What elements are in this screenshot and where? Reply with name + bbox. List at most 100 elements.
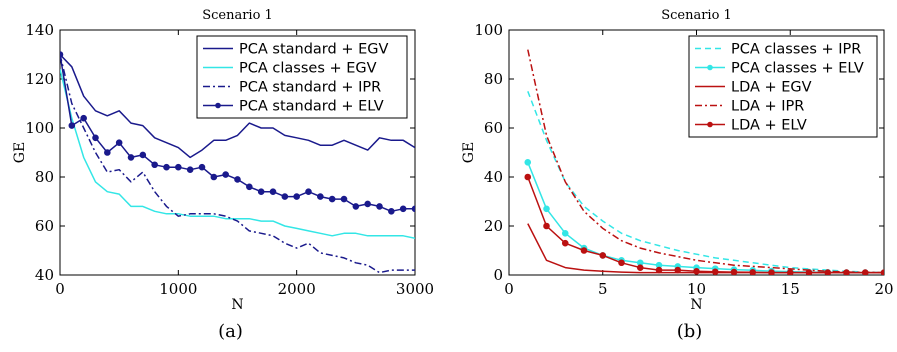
- data-point: [68, 122, 76, 129]
- legend-label: PCA classes + IPR: [731, 42, 861, 58]
- data-point: [305, 188, 312, 195]
- legend-label: PCA standard + IPR: [239, 80, 381, 96]
- series-line: [60, 54, 415, 274]
- y-axis-label: GE: [12, 142, 28, 163]
- data-point: [352, 203, 360, 210]
- legend-label: PCA classes + EGV: [239, 61, 377, 77]
- legend-swatch-marker: [707, 121, 713, 128]
- data-point: [80, 114, 87, 122]
- data-point: [234, 176, 241, 183]
- y-tick-label: 20: [484, 217, 503, 235]
- y-tick-label: 80: [35, 168, 54, 186]
- data-point: [561, 230, 569, 237]
- x-axis-label: N: [231, 297, 243, 313]
- y-tick-label: 140: [25, 21, 54, 39]
- data-point: [269, 188, 277, 195]
- x-tick-label: 0: [504, 280, 514, 298]
- data-point: [328, 195, 336, 203]
- series-pca-standard-egv: [60, 53, 415, 159]
- legend-label: PCA standard + EGV: [239, 42, 388, 58]
- data-point: [711, 268, 719, 275]
- data-point: [843, 269, 850, 275]
- data-point: [786, 269, 794, 275]
- data-point: [543, 222, 550, 230]
- data-point: [115, 139, 123, 146]
- legend-entry: LDA + IPR: [695, 99, 804, 115]
- series-line: [60, 53, 415, 159]
- data-point: [127, 154, 135, 161]
- data-point: [281, 193, 289, 200]
- y-tick-label: 120: [25, 70, 54, 88]
- series-pca-standard-elv: [60, 51, 415, 215]
- data-point: [749, 269, 757, 275]
- x-axis-label: N: [690, 297, 702, 313]
- data-point: [293, 193, 300, 200]
- data-point: [805, 269, 813, 275]
- data-point: [139, 151, 147, 159]
- series-line: [60, 69, 415, 240]
- data-point: [60, 51, 64, 58]
- y-tick-label: 0: [493, 266, 503, 284]
- data-point: [824, 269, 832, 275]
- data-point: [524, 173, 532, 181]
- legend-entry: PCA standard + IPR: [203, 80, 381, 96]
- data-point: [210, 173, 218, 181]
- data-point: [151, 161, 158, 169]
- data-point: [364, 200, 371, 208]
- data-point: [543, 205, 550, 213]
- data-point: [257, 188, 265, 195]
- legend-entry: PCA classes + EGV: [203, 61, 377, 77]
- x-tick-label: 3000: [396, 280, 434, 298]
- series-lda-elv: [524, 173, 884, 275]
- data-point: [693, 268, 700, 275]
- data-point: [399, 205, 407, 213]
- data-point: [376, 203, 383, 210]
- data-point: [524, 159, 532, 166]
- series-pca-classes-ipr: [527, 91, 884, 274]
- data-point: [186, 166, 194, 173]
- chart-panel-b: Scenario 1 0 5 10 15 20 0 20 40 60 80 100 N GE (b) PCA …: [461, 8, 894, 342]
- data-point: [880, 269, 884, 275]
- y-tick-label: 100: [25, 119, 54, 137]
- chart-panel-a: Scenario 1 0 1000 2000 3000 40 60 80 100 120 140 N G…: [12, 8, 434, 342]
- legend-entry: LDA + ELV: [695, 118, 807, 134]
- chart-title: Scenario 1: [202, 8, 273, 23]
- legend-box: [196, 35, 408, 119]
- legend-label: PCA standard + ELV: [239, 99, 384, 115]
- legend-swatch-marker: [707, 64, 713, 71]
- x-tick-label: 0: [55, 280, 65, 298]
- chart-title: Scenario 1: [661, 8, 732, 23]
- data-point: [861, 269, 869, 275]
- panel-caption: (b): [677, 321, 703, 342]
- x-tick-label: 5: [598, 280, 608, 298]
- legend-entry: LDA + EGV: [695, 80, 812, 96]
- series-pca-standard-ipr: [60, 54, 415, 274]
- panel-caption: (a): [218, 321, 243, 342]
- x-tick-label: 1000: [159, 280, 197, 298]
- data-point: [163, 163, 170, 171]
- legend: PCA standard + EGV PCA classes + EGV PCA s…: [196, 35, 408, 119]
- data-point: [580, 247, 588, 254]
- data-point: [636, 264, 644, 271]
- data-point: [655, 266, 663, 274]
- data-point: [222, 171, 229, 178]
- y-tick-label: 80: [484, 70, 503, 88]
- data-point: [340, 195, 348, 203]
- data-point: [92, 134, 99, 142]
- legend-entry: PCA classes + IPR: [695, 42, 861, 58]
- data-point: [175, 163, 182, 171]
- data-point: [730, 268, 738, 275]
- data-point: [674, 266, 682, 274]
- data-point: [388, 208, 395, 215]
- data-point: [561, 239, 569, 247]
- legend: PCA classes + IPR PCA classes + ELV LDA + …: [688, 35, 878, 138]
- y-tick-label: 60: [35, 217, 54, 235]
- legend-swatch-marker: [215, 102, 221, 109]
- data-point: [768, 269, 775, 275]
- legend-entry: PCA standard + ELV: [203, 99, 384, 115]
- y-axis-label: GE: [461, 142, 477, 163]
- legend-label: PCA classes + ELV: [731, 61, 864, 77]
- data-point: [198, 163, 206, 171]
- x-tick-label: 20: [874, 280, 893, 298]
